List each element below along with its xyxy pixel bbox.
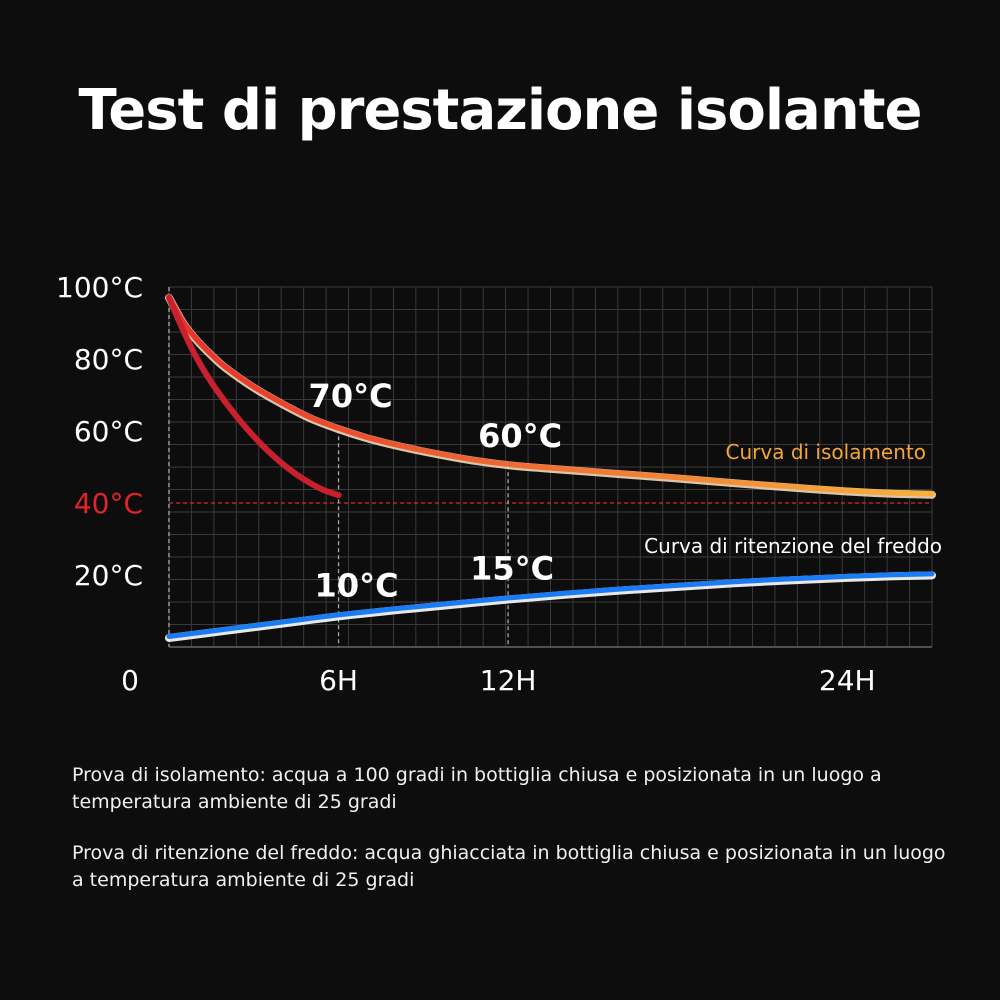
insulation-comparison-curve bbox=[166, 294, 342, 499]
chart-labels: 100°C 80°C 60°C 40°C 20°C 0 6H 12H 24H 70°C 60°C 10… bbox=[56, 271, 942, 697]
data-label: 10°C bbox=[315, 566, 399, 604]
page-title: Test di prestazione isolante bbox=[78, 78, 923, 143]
y-tick-label: 60°C bbox=[74, 415, 143, 448]
chart-guides bbox=[169, 429, 932, 647]
insulation-chart: 100°C 80°C 60°C 40°C 20°C 0 6H 12H 24H 70°C 60°C 10… bbox=[56, 271, 942, 697]
cold-retention-curve bbox=[166, 571, 935, 639]
cold-retention-test-note: Prova di ritenzione del freddo: acqua gh… bbox=[72, 842, 946, 891]
test-notes: Prova di isolamento: acqua a 100 gradi i… bbox=[72, 762, 952, 918]
x-tick-label: 24H bbox=[819, 664, 876, 697]
chart-series bbox=[165, 293, 936, 642]
x-tick-label: 12H bbox=[480, 664, 537, 697]
data-label: 15°C bbox=[470, 549, 554, 587]
data-label: 70°C bbox=[309, 377, 393, 415]
y-tick-label: 80°C bbox=[74, 343, 143, 376]
insulation-test-note: Prova di isolamento: acqua a 100 gradi i… bbox=[72, 764, 882, 813]
cold-retention-curve-label: Curva di ritenzione del freddo bbox=[644, 534, 942, 558]
x-tick-label: 6H bbox=[319, 664, 358, 697]
x-tick-label: 0 bbox=[121, 664, 139, 697]
insulation-curve-label: Curva di isolamento bbox=[726, 440, 927, 464]
y-tick-label: 100°C bbox=[56, 271, 143, 304]
y-tick-label: 40°C bbox=[74, 487, 143, 520]
insulation-curve bbox=[166, 294, 935, 497]
data-label: 60°C bbox=[478, 417, 562, 455]
y-tick-label: 20°C bbox=[74, 559, 143, 592]
